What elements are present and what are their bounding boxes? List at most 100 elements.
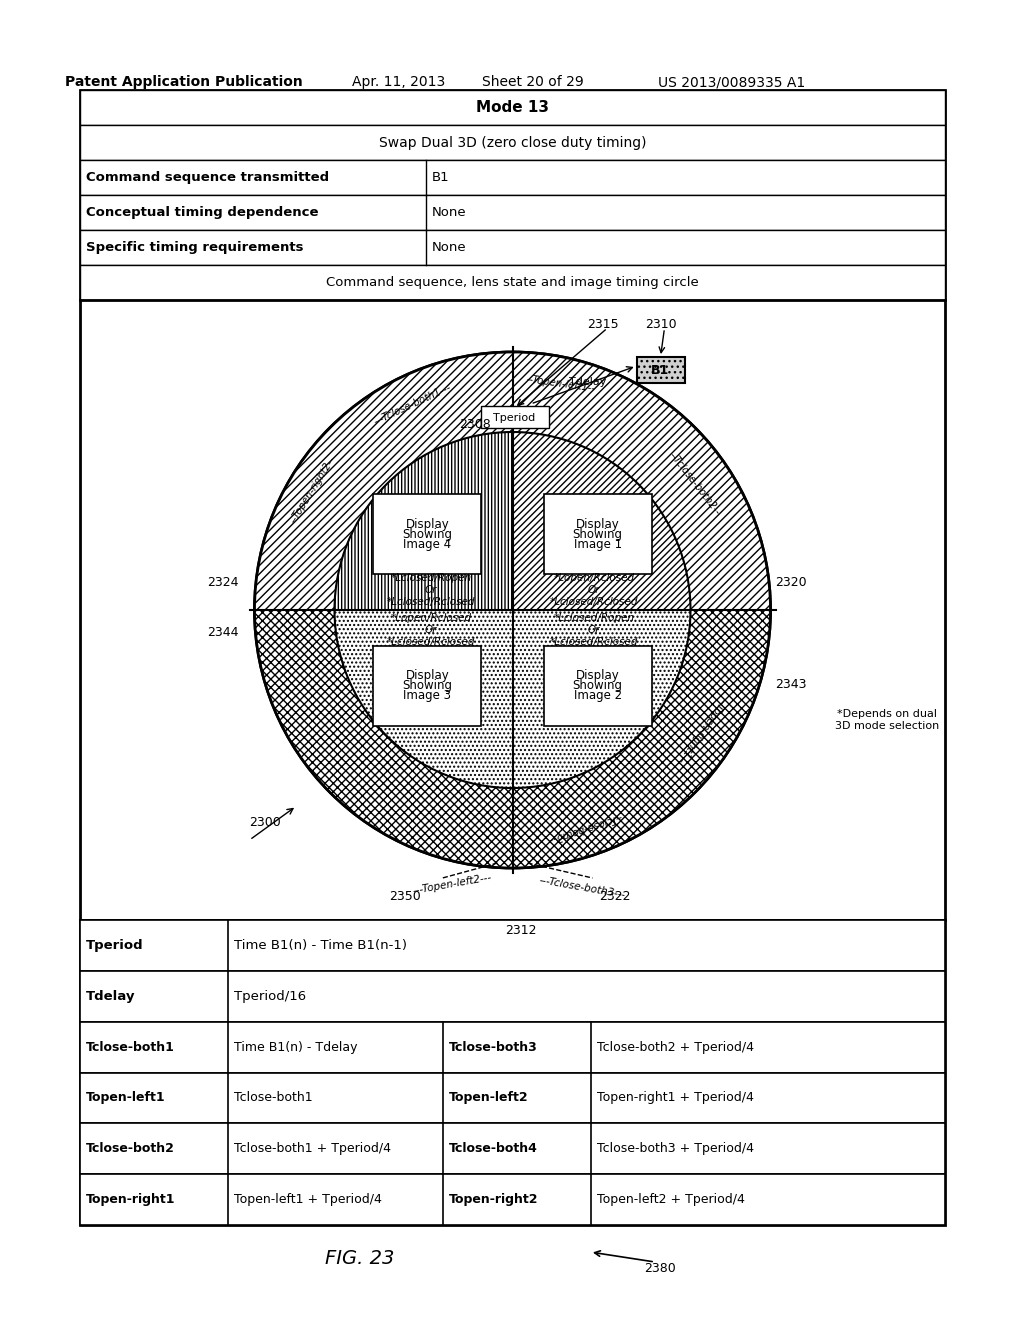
Bar — [80, 300, 945, 920]
Wedge shape — [335, 610, 690, 788]
Wedge shape — [335, 432, 512, 610]
Text: *Lclosed/Ropen: *Lclosed/Ropen — [390, 573, 472, 582]
Bar — [80, 125, 945, 160]
Text: Display: Display — [575, 669, 620, 682]
Text: 2343: 2343 — [775, 678, 806, 692]
Wedge shape — [335, 432, 690, 610]
Text: --Tclose-both2--: --Tclose-both2-- — [667, 450, 722, 517]
Text: Tperiod/16: Tperiod/16 — [234, 990, 306, 1003]
Bar — [80, 1175, 945, 1225]
Wedge shape — [512, 610, 690, 788]
Text: Or: Or — [588, 626, 600, 635]
Text: Topen-left1: Topen-left1 — [86, 1092, 166, 1105]
Bar — [80, 920, 945, 970]
Text: Specific timing requirements: Specific timing requirements — [86, 242, 303, 253]
Text: *Lclosed/Rclosed: *Lclosed/Rclosed — [387, 638, 475, 647]
Text: Topen-right2: Topen-right2 — [449, 1193, 539, 1206]
Bar — [374, 645, 481, 726]
Text: Tclose-both2: Tclose-both2 — [86, 1142, 175, 1155]
Bar — [80, 195, 945, 230]
Text: 2315: 2315 — [587, 318, 618, 330]
Text: Tclose-both1 + Tperiod/4: Tclose-both1 + Tperiod/4 — [234, 1142, 391, 1155]
Text: Showing: Showing — [572, 680, 623, 693]
Text: Swap Dual 3D (zero close duty timing): Swap Dual 3D (zero close duty timing) — [379, 136, 646, 149]
Bar — [637, 356, 684, 383]
Text: Showing: Showing — [402, 528, 453, 541]
Bar — [80, 160, 945, 195]
Text: None: None — [432, 242, 467, 253]
Text: Or: Or — [588, 585, 600, 594]
Text: Image 2: Image 2 — [573, 689, 622, 702]
Text: US 2013/0089335 A1: US 2013/0089335 A1 — [658, 75, 805, 88]
Text: Tperiod: Tperiod — [86, 939, 143, 952]
Wedge shape — [255, 352, 770, 610]
Text: Command sequence, lens state and image timing circle: Command sequence, lens state and image t… — [326, 276, 698, 289]
Bar — [544, 494, 651, 574]
Text: 2322: 2322 — [599, 890, 630, 903]
Text: Display: Display — [406, 669, 450, 682]
Text: Topen-left2 + Tperiod/4: Topen-left2 + Tperiod/4 — [597, 1193, 744, 1206]
Text: Topen-left1 + Tperiod/4: Topen-left1 + Tperiod/4 — [234, 1193, 382, 1206]
Text: Time B1(n) - Tdelay: Time B1(n) - Tdelay — [234, 1040, 357, 1053]
Text: Image 1: Image 1 — [573, 537, 622, 550]
Text: *Lclosed/Rclosed: *Lclosed/Rclosed — [550, 638, 638, 647]
Text: Showing: Showing — [572, 528, 623, 541]
Text: B1: B1 — [432, 172, 450, 183]
Text: Image 3: Image 3 — [403, 689, 452, 702]
Bar — [544, 645, 651, 726]
Text: Or: Or — [425, 626, 437, 635]
Text: Tclose-both3 + Tperiod/4: Tclose-both3 + Tperiod/4 — [597, 1142, 754, 1155]
Text: 2324: 2324 — [207, 576, 239, 589]
Text: *Lopen/Rclosed: *Lopen/Rclosed — [553, 573, 635, 582]
Bar — [80, 265, 945, 300]
Wedge shape — [335, 610, 512, 788]
Text: Sheet 20 of 29: Sheet 20 of 29 — [482, 75, 584, 88]
Text: Topen-left2: Topen-left2 — [449, 1092, 528, 1105]
Text: Time B1(n) - Time B1(n-1): Time B1(n) - Time B1(n-1) — [234, 939, 407, 952]
Text: Tdelay: Tdelay — [568, 378, 606, 387]
Text: Image 4: Image 4 — [403, 537, 452, 550]
Text: --Topen-right2--: --Topen-right2-- — [288, 454, 337, 525]
Wedge shape — [512, 432, 690, 610]
Text: --Tclose-both3--: --Tclose-both3-- — [547, 810, 623, 843]
Bar — [80, 1123, 945, 1175]
Text: Display: Display — [406, 517, 450, 531]
Wedge shape — [255, 610, 770, 869]
Text: Showing: Showing — [402, 680, 453, 693]
Text: Topen-right1: Topen-right1 — [86, 1193, 175, 1206]
Text: *Lopen/Rclosed: *Lopen/Rclosed — [390, 614, 472, 623]
Text: Tclose-both2 + Tperiod/4: Tclose-both2 + Tperiod/4 — [597, 1040, 754, 1053]
Text: None: None — [432, 206, 467, 219]
Text: --Topen-left1--: --Topen-left1-- — [525, 375, 596, 393]
Text: Tclose-both1: Tclose-both1 — [86, 1040, 175, 1053]
Bar — [80, 1072, 945, 1123]
Bar — [80, 970, 945, 1022]
Text: Topen-right1 + Tperiod/4: Topen-right1 + Tperiod/4 — [597, 1092, 754, 1105]
Text: 2300: 2300 — [249, 817, 281, 829]
Text: Mode 13: Mode 13 — [476, 100, 549, 115]
Text: FIG. 23: FIG. 23 — [326, 1249, 394, 1267]
Text: Display: Display — [575, 517, 620, 531]
Text: *Depends on dual
3D mode selection: *Depends on dual 3D mode selection — [835, 709, 939, 731]
Text: Tclose-both3: Tclose-both3 — [449, 1040, 538, 1053]
Text: *Lclosed/Ropen: *Lclosed/Ropen — [553, 614, 635, 623]
Bar — [80, 1022, 945, 1072]
Bar — [80, 90, 945, 300]
Bar — [374, 494, 481, 574]
Text: Patent Application Publication: Patent Application Publication — [65, 75, 303, 88]
Text: *Lclosed/Rclosed: *Lclosed/Rclosed — [387, 597, 475, 607]
Text: Tclose-both1: Tclose-both1 — [234, 1092, 312, 1105]
Circle shape — [255, 352, 770, 869]
Text: --Topen-right1--: --Topen-right1-- — [675, 696, 727, 764]
Text: ---Tclose-both3---: ---Tclose-both3--- — [539, 875, 627, 900]
Bar — [80, 920, 945, 1225]
Text: 2380: 2380 — [644, 1262, 676, 1275]
Text: Apr. 11, 2013: Apr. 11, 2013 — [352, 75, 445, 88]
Bar — [80, 90, 945, 125]
Text: Tperiod: Tperiod — [494, 413, 536, 422]
Text: Tclose-both4: Tclose-both4 — [449, 1142, 538, 1155]
Text: ---Topen-left2---: ---Topen-left2--- — [412, 873, 493, 896]
Bar — [480, 407, 549, 428]
Text: 2350: 2350 — [389, 890, 421, 903]
Bar — [80, 230, 945, 265]
